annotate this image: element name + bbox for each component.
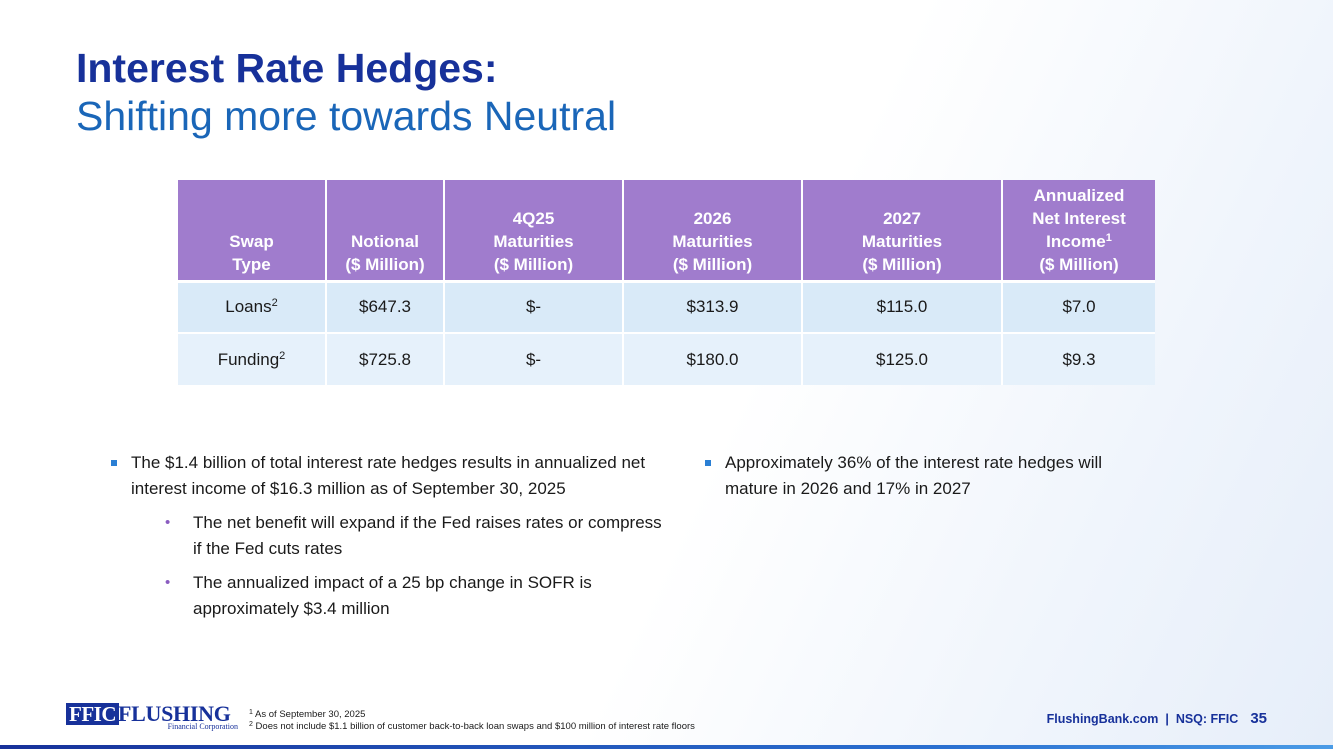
footer-site: FlushingBank.com | NSQ: FFIC (1046, 712, 1239, 726)
left-bullet-list: The $1.4 billion of total interest rate … (111, 450, 671, 622)
table-row: Funding2 $725.8 $- $180.0 $125.0 $9.3 (178, 332, 1155, 385)
cell-2027: $115.0 (802, 279, 1003, 333)
logo-financial-corporation: Financial Corporation (167, 722, 238, 731)
header-notional: Notional ($ Million) (326, 180, 445, 281)
cell-nii: $9.3 (1002, 332, 1155, 385)
right-bullet-list: Approximately 36% of the interest rate h… (705, 450, 1145, 502)
header-swap-type: Swap Type (178, 180, 327, 281)
logo-ffic: FFIC (66, 703, 119, 725)
header-2027-maturities: 2027 Maturities ($ Million) (802, 180, 1003, 281)
table-header-row: Swap Type Notional ($ Million) 4Q25 Maturit… (178, 180, 1155, 281)
cell-2027: $125.0 (802, 332, 1003, 385)
hedges-table: Swap Type Notional ($ Million) 4Q25 Maturit… (178, 180, 1155, 385)
cell-2026: $180.0 (623, 332, 803, 385)
dot-bullet-icon: • (165, 574, 171, 591)
sub-bullet-item: • The annualized impact of a 25 bp chang… (111, 570, 671, 622)
bullet-item: Approximately 36% of the interest rate h… (705, 450, 1145, 502)
cell-2026: $313.9 (623, 279, 803, 333)
cell-4q25: $- (444, 332, 624, 385)
cell-swap-type: Loans2 (178, 279, 327, 333)
footnote: 1 As of September 30, 2025 (249, 709, 366, 720)
slide-subtitle: Shifting more towards Neutral (76, 93, 617, 139)
table-row: Loans2 $647.3 $- $313.9 $115.0 $7.0 (178, 279, 1155, 333)
ffic-flushing-logo: FFIC FLUSHING Financial Corporation (66, 703, 241, 733)
bottom-accent-bar (0, 745, 1333, 749)
square-bullet-icon (111, 460, 117, 466)
cell-4q25: $- (444, 279, 624, 333)
sub-bullet-item: • The net benefit will expand if the Fed… (111, 510, 671, 562)
footnote: 2 Does not include $1.1 billion of custo… (249, 721, 695, 732)
footer-info: FlushingBank.com | NSQ: FFIC 35 (1047, 710, 1267, 727)
header-4q25-maturities: 4Q25 Maturities ($ Million) (444, 180, 624, 281)
slide-title: Interest Rate Hedges: (76, 45, 498, 91)
footnotes: 1 As of September 30, 2025 2 Does not in… (249, 709, 695, 733)
dot-bullet-icon: • (165, 514, 171, 531)
header-annualized-nii: Annualized Net Interest Income1 ($ Million) (1002, 180, 1155, 281)
header-2026-maturities: 2026 Maturities ($ Million) (623, 180, 803, 281)
bullet-item: The $1.4 billion of total interest rate … (111, 450, 671, 502)
cell-notional: $725.8 (326, 332, 445, 385)
cell-swap-type: Funding2 (178, 332, 327, 385)
logo-flushing: FLUSHING (118, 701, 231, 726)
square-bullet-icon (705, 460, 711, 466)
page-number: 35 (1250, 710, 1267, 727)
cell-notional: $647.3 (326, 279, 445, 333)
cell-nii: $7.0 (1002, 279, 1155, 333)
